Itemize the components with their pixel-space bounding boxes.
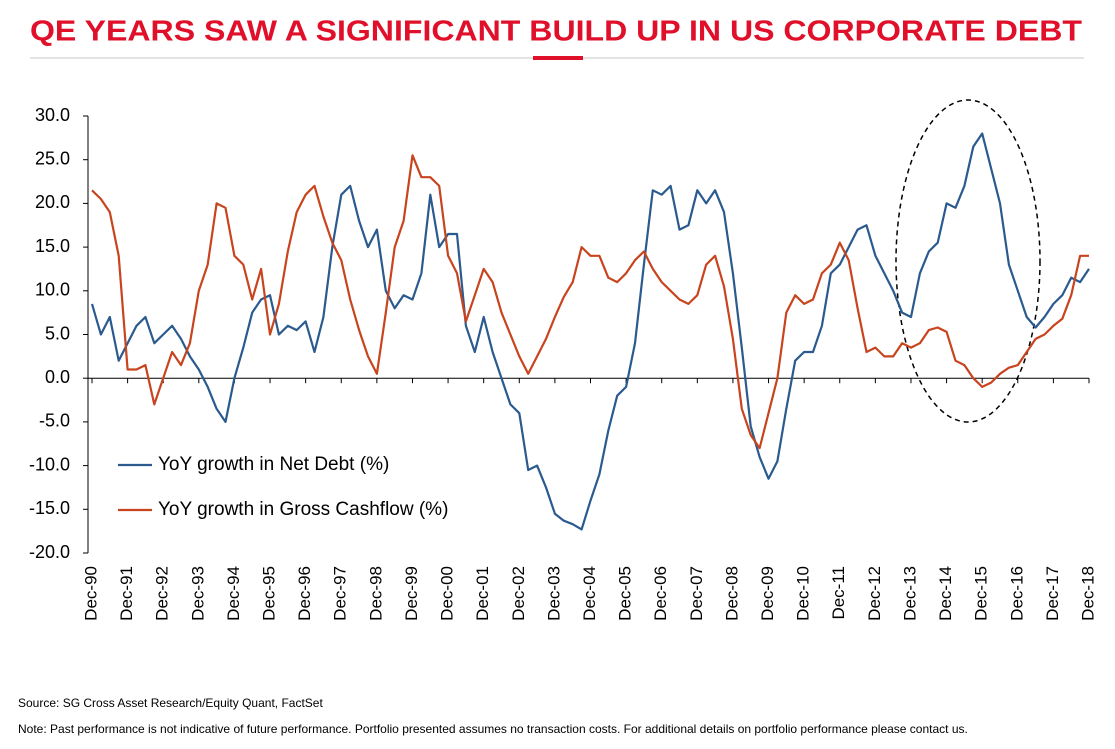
x-tick-label: Dec-08 — [722, 566, 741, 621]
y-tick-label: 10.0 — [35, 280, 70, 300]
y-tick-label: 0.0 — [45, 367, 70, 387]
x-tick-label: Dec-17 — [1043, 566, 1062, 621]
x-tick-label: Dec-93 — [188, 566, 207, 621]
x-tick-label: Dec-03 — [544, 566, 563, 621]
x-tick-label: Dec-94 — [224, 566, 243, 621]
chart-title: QE YEARS SAW A SIGNIFICANT BUILD UP IN U… — [30, 16, 1082, 48]
y-tick-label: -20.0 — [29, 542, 70, 562]
series-line — [91, 154, 1089, 450]
x-tick-label: Dec-15 — [972, 566, 991, 621]
x-tick-label: Dec-92 — [153, 566, 172, 621]
x-tick-label: Dec-09 — [758, 566, 777, 621]
y-tick-label: 15.0 — [35, 236, 70, 256]
x-tick-label: Dec-99 — [402, 566, 421, 621]
x-tick-label: Dec-14 — [936, 566, 955, 621]
highlight-ellipse — [895, 99, 1041, 423]
x-tick-label: Dec-12 — [865, 566, 884, 621]
x-tick-label: Dec-95 — [260, 566, 279, 621]
x-tick-label: Dec-05 — [616, 566, 635, 621]
x-tick-label: Dec-18 — [1078, 566, 1097, 621]
x-tick-label: Dec-96 — [295, 566, 314, 621]
x-tick-label: Dec-01 — [473, 566, 492, 621]
legend-label: YoY growth in Net Debt (%) — [158, 454, 389, 475]
x-tick-label: Dec-04 — [580, 566, 599, 621]
x-tick-label: Dec-16 — [1007, 566, 1026, 621]
y-tick-label: -5.0 — [39, 411, 70, 431]
x-tick-label: Dec-13 — [900, 566, 919, 621]
title-accent — [533, 56, 583, 60]
x-tick-label: Dec-02 — [509, 566, 528, 621]
series-line — [90, 132, 1090, 531]
y-tick-label: 5.0 — [45, 323, 70, 343]
x-tick-label: Dec-11 — [829, 566, 848, 620]
legend-label: YoY growth in Gross Cashflow (%) — [158, 499, 448, 520]
y-tick-label: -10.0 — [29, 454, 70, 474]
x-tick-label: Dec-00 — [438, 566, 457, 621]
y-tick-label: -15.0 — [29, 498, 70, 518]
x-tick-label: Dec-90 — [81, 566, 100, 621]
y-tick-label: 30.0 — [35, 105, 70, 125]
x-tick-label: Dec-98 — [366, 566, 385, 621]
x-tick-label: Dec-07 — [687, 566, 706, 621]
y-tick-label: 20.0 — [35, 192, 70, 212]
source: Source: SG Cross Asset Research/Equity Q… — [18, 696, 323, 710]
x-tick-label: Dec-06 — [651, 566, 670, 621]
y-tick-label: 25.0 — [35, 148, 70, 168]
x-tick-label: Dec-10 — [794, 566, 813, 621]
x-tick-label: Dec-97 — [331, 566, 350, 621]
note: Note: Past performance is not indicative… — [18, 722, 968, 736]
x-tick-label: Dec-91 — [117, 566, 136, 621]
